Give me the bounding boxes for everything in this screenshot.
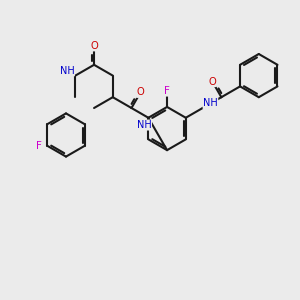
Text: O: O [208,76,216,87]
Text: F: F [36,141,42,151]
Text: NH: NH [203,98,218,109]
Text: O: O [90,41,98,51]
Text: O: O [136,87,144,98]
Text: NH: NH [137,120,152,130]
Text: F: F [164,86,170,96]
Text: NH: NH [60,66,74,76]
